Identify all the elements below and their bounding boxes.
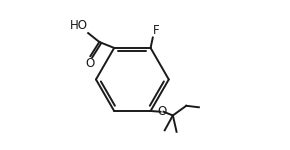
Text: O: O <box>157 105 166 118</box>
Text: HO: HO <box>69 19 87 32</box>
Text: O: O <box>85 57 94 70</box>
Text: F: F <box>153 24 160 37</box>
